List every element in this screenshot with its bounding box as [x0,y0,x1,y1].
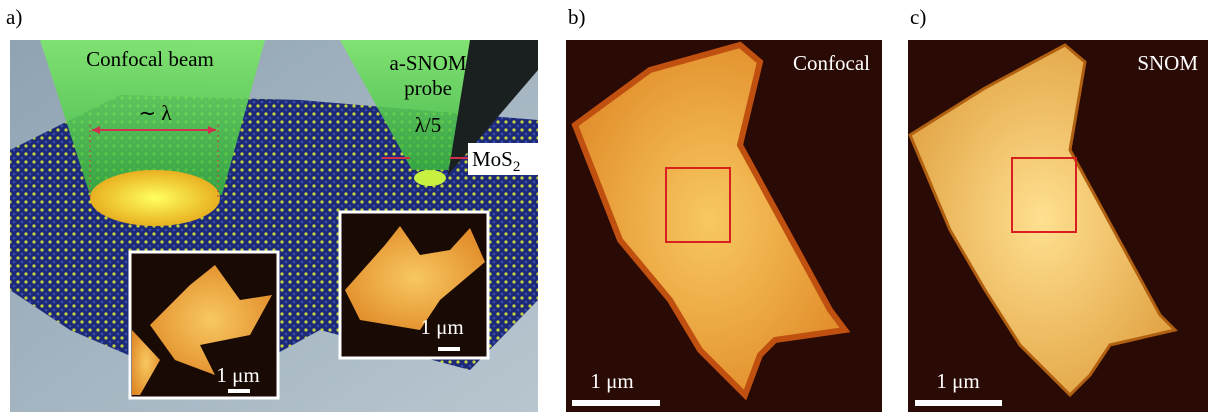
scale-bar [915,400,1002,406]
beam-label: Confocal beam [86,47,214,71]
scale-label: 1 μm [216,363,259,387]
figure: a) Confocal beam ∼ λ a-SNOM probe λ/5 Mo… [0,0,1216,414]
beam-spot [90,170,220,226]
scale-bar [228,389,250,393]
scale-bar [438,347,460,351]
material-base: MoS [472,147,513,171]
panel-title: SNOM [1137,51,1198,75]
panel-label: c) [910,5,926,29]
beam-width: ∼ λ [138,101,172,125]
scale-label: 1 μm [936,369,979,393]
scale-label: 1 μm [590,369,633,393]
probe-label: a-SNOM [390,51,467,75]
probe-spot [414,170,446,186]
panel-label: a) [6,5,22,29]
probe-label: probe [404,76,452,100]
scale-label: 1 μm [420,315,463,339]
probe-width: λ/5 [415,113,442,137]
panel-label: b) [568,5,586,29]
scale-bar [572,400,660,406]
material-sub: 2 [513,159,521,175]
panel-title: Confocal [793,51,870,75]
